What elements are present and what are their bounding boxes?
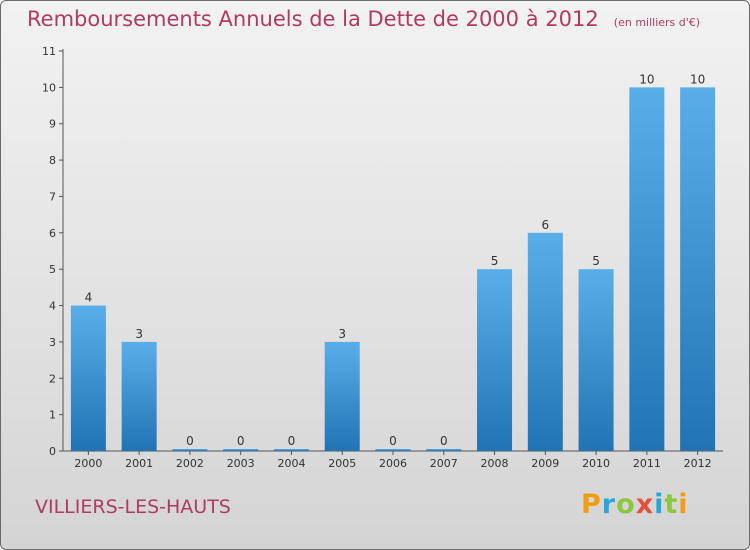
data-label: 0 [186,434,194,448]
data-label: 10 [639,72,654,86]
y-tick-label: 4 [49,300,56,313]
data-label: 5 [592,254,600,268]
chart-title: Remboursements Annuels de la Dette de 20… [27,7,599,31]
bar-2000 [70,305,106,451]
data-label: 0 [288,434,296,448]
x-tick-label: 2003 [227,457,255,470]
data-label: 6 [541,218,549,232]
chart-unit: (en milliers d'€) [613,16,701,29]
logo-letter: t [664,489,679,520]
logo-letter: P [581,489,602,520]
logo-letter: r [601,489,617,520]
bar-2005 [324,341,360,451]
bars [70,87,716,451]
data-label: 3 [338,327,346,341]
y-tick-label: 5 [49,263,56,276]
data-label: 0 [237,434,245,448]
logo-letter: x [635,489,655,520]
y-tick-label: 6 [49,227,56,240]
data-label: 5 [491,254,499,268]
bar-2002 [172,449,208,451]
bar-2008 [477,269,513,451]
x-tick-label: 2009 [531,457,559,470]
x-tick-label: 2011 [633,457,661,470]
logo-letter: i [678,489,689,520]
logo-letter: o [616,489,636,520]
y-tick-label: 7 [49,190,56,203]
bar-2003 [223,449,259,451]
x-tick-label: 2010 [582,457,610,470]
y-tick-label: 2 [49,372,56,385]
y-tick-label: 8 [49,154,56,167]
bar-2010 [578,269,614,451]
data-label: 10 [690,72,705,86]
proxiti-logo[interactable]: Proxiti [581,489,689,520]
data-label: 0 [389,434,397,448]
y-tick-label: 11 [42,45,56,58]
x-tick-label: 2012 [684,457,712,470]
bar-2007 [426,449,462,451]
x-tick-label: 2004 [277,457,305,470]
data-label: 3 [135,327,143,341]
x-tick-label: 2006 [379,457,407,470]
y-tick-label: 9 [49,118,56,131]
labels: 2000 4 2001 3 2002 0 2003 0 2004 0 2005 3 2006 0 2007 0… [74,72,711,470]
x-tick-label: 2002 [176,457,204,470]
bar-2006 [375,449,411,451]
y-tick-label: 1 [49,409,56,422]
bar-2009 [527,232,563,451]
x-tick-label: 2001 [125,457,153,470]
data-label: 0 [440,434,448,448]
data-label: 4 [85,291,93,305]
bar-2012 [680,87,716,451]
x-tick-label: 2000 [74,457,102,470]
y-tick-label: 3 [49,336,56,349]
title-row: Remboursements Annuels de la Dette de 20… [27,7,700,31]
x-tick-label: 2007 [430,457,458,470]
x-tick-label: 2008 [481,457,509,470]
bar-2001 [121,341,157,451]
bar-2004 [273,449,309,451]
y-tick-label: 0 [49,445,56,458]
logo-letter: i [654,489,665,520]
location-label: VILLIERS-LES-HAUTS [35,496,231,518]
x-tick-label: 2005 [328,457,356,470]
y-tick-label: 10 [42,81,56,94]
bar-2011 [629,87,665,451]
